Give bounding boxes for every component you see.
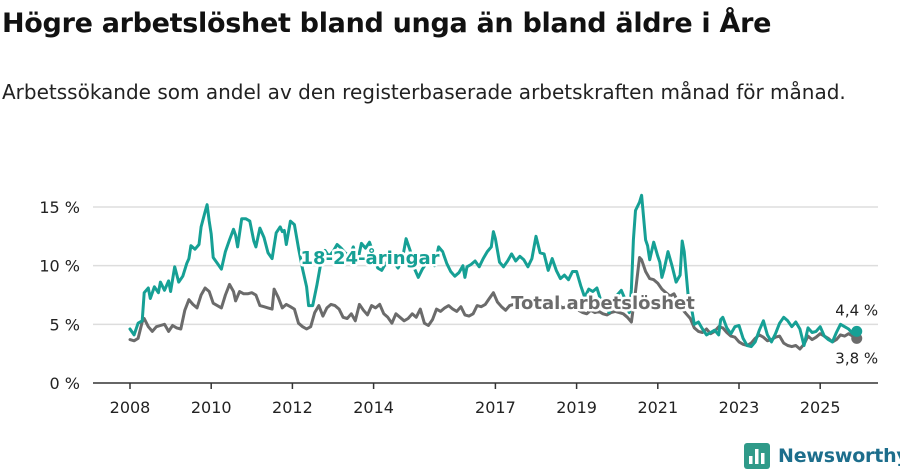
- x-tick-label: 2010: [191, 398, 232, 417]
- end-point-youth: [851, 325, 863, 337]
- x-tick-label: 2012: [272, 398, 313, 417]
- y-tick-label: 10 %: [39, 257, 80, 276]
- newsworthy-brand[interactable]: Newsworthy: [744, 443, 900, 469]
- y-axis-ticks: 0 % 5 % 10 % 15 %: [39, 198, 80, 393]
- bar-chart-logo-icon: [744, 443, 770, 469]
- x-tick-label: 2019: [556, 398, 597, 417]
- series-line-total: [128, 256, 859, 351]
- end-value-youth: 4,4 %: [835, 301, 878, 319]
- x-axis-ticks: 2008 2010 2012 2014 2017 2019 2021 2023 2025: [110, 383, 841, 417]
- y-tick-label: 5 %: [50, 315, 80, 334]
- chart-subtitle: Arbetssökande som andel av den registerb…: [2, 80, 846, 104]
- x-tick-label: 2008: [110, 398, 151, 417]
- x-tick-label: 2023: [719, 398, 760, 417]
- series-label-total: Total arbetslöshet: [511, 293, 695, 314]
- y-tick-label: 15 %: [39, 198, 80, 217]
- x-tick-label: 2017: [475, 398, 516, 417]
- x-tick-label: 2014: [353, 398, 394, 417]
- end-value-total: 3,8 %: [835, 349, 878, 367]
- x-tick-label: 2021: [637, 398, 678, 417]
- x-tick-label: 2025: [800, 398, 841, 417]
- series-label-youth: 18-24-åringar: [301, 247, 440, 269]
- chart-title: Högre arbetslöshet bland unga än bland ä…: [2, 8, 772, 39]
- grid-lines: [93, 206, 878, 326]
- series-line-youth: [128, 193, 859, 349]
- brand-name: Newsworthy: [778, 445, 900, 467]
- series-labels: 3,8 % 4,4 % 18-24-åringar Total arbetslöshe…: [298, 245, 878, 368]
- y-tick-label: 0 %: [50, 374, 80, 393]
- series-lines: [128, 193, 863, 351]
